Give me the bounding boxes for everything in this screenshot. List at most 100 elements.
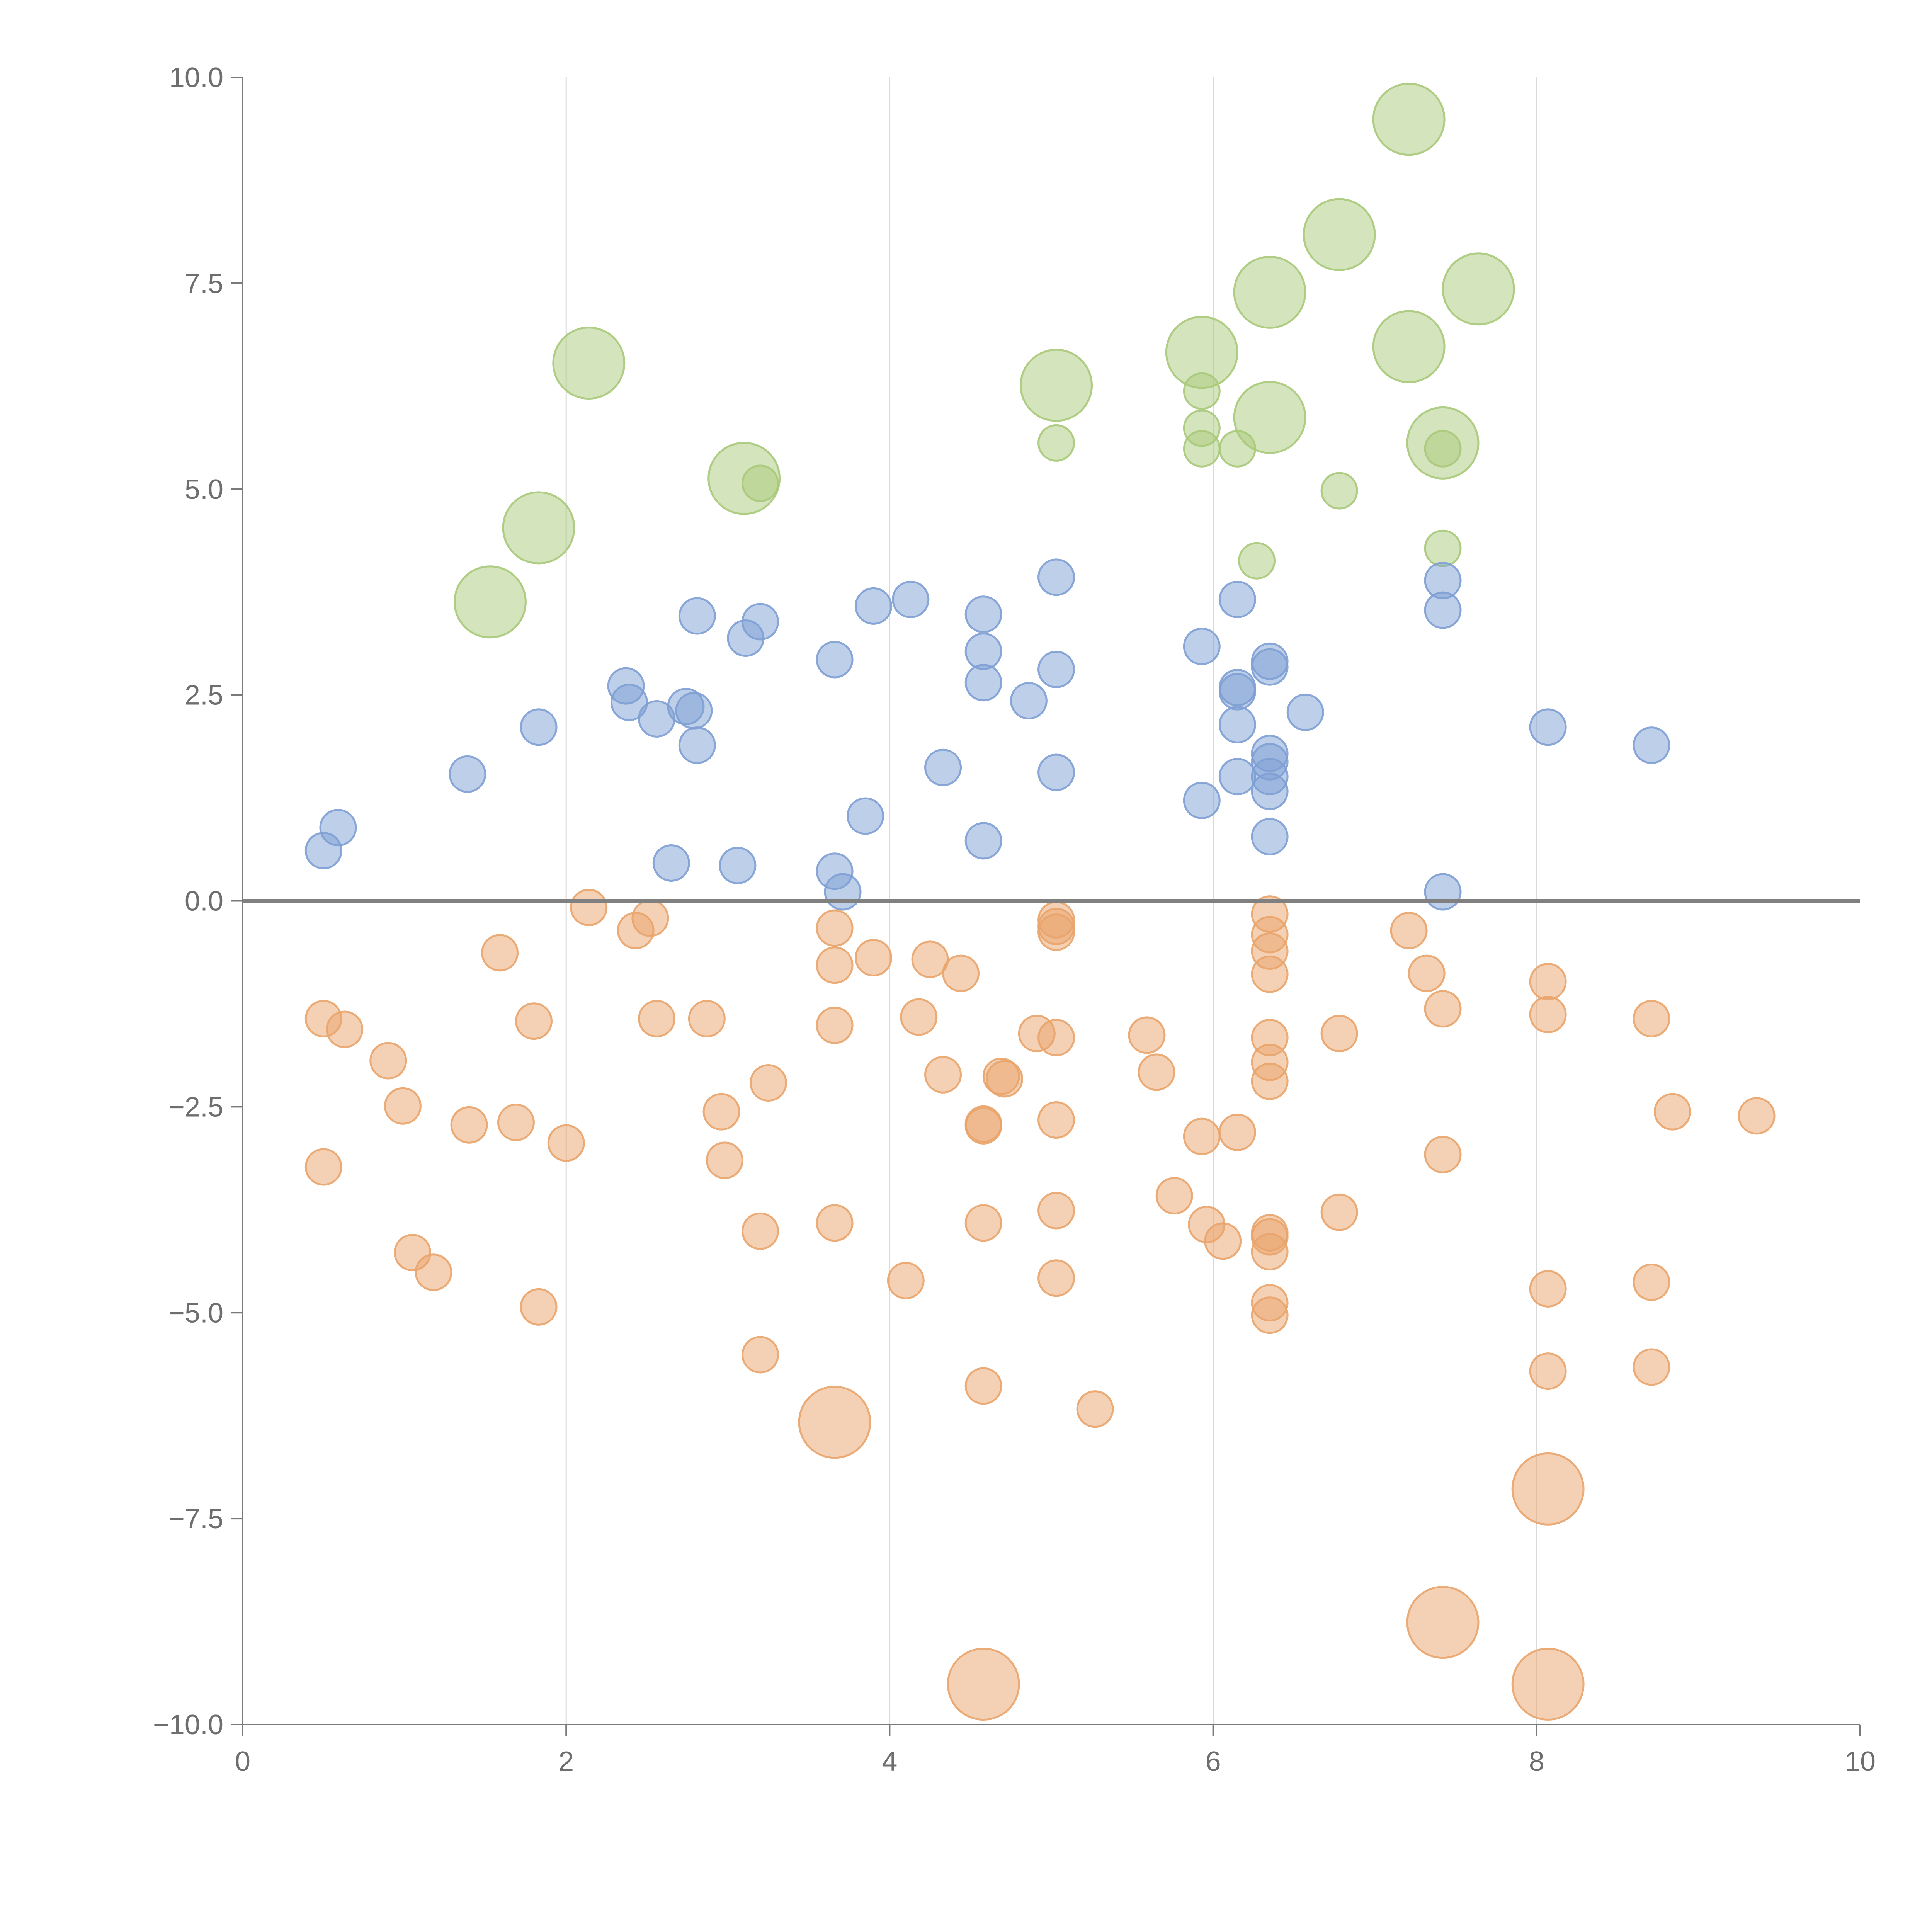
orange-point [497, 1104, 535, 1141]
orange-point [816, 909, 854, 947]
x-tick-label: 0 [235, 1746, 250, 1777]
blue-point [1218, 673, 1256, 711]
green-point [1303, 198, 1376, 271]
blue-point [1424, 591, 1462, 629]
orange-point [798, 1386, 871, 1459]
blue-point [964, 633, 1002, 670]
blue-point [855, 587, 893, 625]
orange-point [1320, 1015, 1358, 1053]
green-point [1442, 252, 1515, 326]
orange-point [631, 899, 669, 937]
blue-point [892, 580, 930, 618]
blue-point [1251, 648, 1289, 686]
orange-point [384, 1087, 422, 1125]
green-point [1233, 255, 1306, 329]
orange-point [515, 1002, 553, 1040]
orange-point [369, 1042, 407, 1080]
green-point [1037, 424, 1075, 462]
y-tick-label: 7.5 [185, 268, 223, 299]
orange-point [986, 1060, 1024, 1098]
orange-point [816, 1204, 854, 1242]
orange-point [1037, 1019, 1075, 1056]
blue-point [1010, 682, 1048, 720]
orange-point [1633, 1348, 1670, 1386]
y-tick-label: 5.0 [185, 474, 223, 505]
orange-point [742, 1336, 779, 1374]
orange-point [1633, 1263, 1670, 1301]
green-point [1183, 430, 1221, 468]
blue-point [1529, 708, 1567, 746]
orange-point [415, 1253, 452, 1291]
orange-point [1633, 1000, 1670, 1037]
orange-point [1037, 1192, 1075, 1230]
orange-point [1653, 1093, 1691, 1131]
orange-point [749, 1064, 787, 1102]
orange-point [947, 1648, 1020, 1721]
green-point [1183, 372, 1221, 410]
x-tick-label: 4 [882, 1746, 897, 1777]
orange-point [1511, 1648, 1585, 1721]
y-tick-label: 0.0 [185, 886, 223, 917]
blue-point [520, 708, 558, 746]
orange-point [855, 939, 893, 977]
y-tick-label: 10.0 [169, 62, 223, 93]
blue-point [742, 603, 779, 641]
axes-layer: −10.0 −7.5 −5.0 −2.5 0.0 2.5 5.0 7.5 10.0 0 2 4 6 8 10 [153, 62, 1876, 1777]
orange-point [1037, 913, 1075, 951]
y-tick-label: 2.5 [185, 680, 223, 711]
blue-point [1037, 558, 1075, 596]
y-tick-label: −5.0 [168, 1298, 223, 1328]
orange-point [570, 889, 608, 927]
blue-point [1424, 873, 1462, 911]
green-point [1424, 430, 1462, 468]
blue-point [678, 726, 716, 764]
green-point [502, 491, 575, 565]
blue-point [964, 664, 1002, 702]
orange-point [1037, 1101, 1075, 1139]
orange-point [964, 1367, 1002, 1405]
orange-point [1128, 1016, 1166, 1054]
orange-point [326, 1010, 364, 1048]
green-point [1372, 310, 1446, 383]
orange-point [520, 1288, 558, 1326]
orange-point [1138, 1053, 1175, 1091]
orange-point [706, 1141, 743, 1179]
orange-point [702, 1093, 740, 1131]
green-point [742, 464, 779, 502]
blue-point [610, 684, 648, 721]
orange-point [742, 1212, 779, 1250]
x-tick-label: 6 [1206, 1746, 1221, 1777]
orange-point [638, 1000, 676, 1037]
green-point [1424, 529, 1462, 567]
blue-point [1218, 758, 1256, 796]
points-layer [304, 83, 1776, 1721]
orange-point [481, 934, 519, 972]
orange-point [816, 1006, 854, 1044]
orange-point [887, 1262, 925, 1299]
y-tick-label: −7.5 [168, 1503, 223, 1534]
blue-point [1037, 753, 1075, 791]
orange-point [1155, 1177, 1193, 1215]
orange-point [1529, 1270, 1567, 1308]
orange-point [1251, 1296, 1289, 1334]
orange-point [1738, 1097, 1776, 1135]
orange-point [547, 1124, 585, 1162]
blue-point [847, 797, 884, 835]
orange-point [964, 1107, 1002, 1145]
orange-point [1037, 1259, 1075, 1297]
orange-point [1183, 1117, 1221, 1155]
x-tick-label: 8 [1529, 1746, 1544, 1777]
green-point [1233, 381, 1306, 454]
orange-point [450, 1106, 488, 1144]
orange-point [924, 1056, 962, 1094]
green-point [1020, 349, 1093, 422]
blue-point [1251, 772, 1289, 810]
orange-point [1218, 1113, 1256, 1151]
blue-point [924, 748, 962, 786]
orange-point [911, 940, 949, 978]
orange-point [942, 954, 980, 992]
y-tick-label: −2.5 [168, 1092, 223, 1122]
green-point [1238, 542, 1276, 580]
blue-point [652, 844, 690, 882]
